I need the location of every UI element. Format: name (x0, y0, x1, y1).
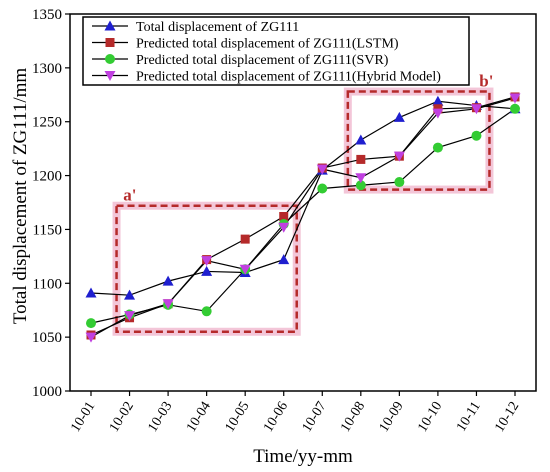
x-tick-label: 10-11 (454, 399, 484, 434)
series-3-point (85, 332, 97, 343)
annotation-label: a' (123, 186, 136, 205)
series-0-point (355, 134, 367, 145)
series-3-point (393, 151, 405, 162)
series-2-point (471, 130, 482, 141)
series-3-point (124, 311, 136, 322)
series-1-point (279, 212, 289, 222)
legend-label: Predicted total displacement of ZG111(LS… (136, 37, 399, 52)
series-1-point (240, 234, 250, 244)
series-3-point (316, 164, 328, 175)
series-3-point (239, 264, 251, 275)
series-3-point (162, 299, 174, 310)
series-2-point (394, 177, 405, 188)
series-3-point (278, 222, 290, 233)
x-tick-label: 10-03 (145, 399, 175, 435)
annotation-box (115, 204, 298, 334)
series-3-point (509, 93, 521, 104)
legend-label: Predicted total displacement of ZG111(Hy… (136, 70, 441, 85)
series-2-point (510, 103, 520, 114)
x-tick-label: 10-01 (68, 399, 98, 435)
x-tick-label: 10-09 (377, 399, 407, 435)
series-0-point (432, 95, 444, 106)
legend-marker (104, 20, 116, 31)
x-tick-label: 10-08 (338, 399, 368, 435)
series-0-point (162, 275, 174, 286)
y-tick-label: 1200 (32, 169, 62, 185)
series-0-point (278, 254, 290, 265)
legend-label: Predicted total displacement of ZG111(SV… (136, 53, 389, 68)
legend-marker (105, 54, 115, 64)
y-tick-label: 1150 (33, 222, 62, 238)
x-axis-label: Time/yy-mm (253, 446, 353, 467)
series-0-point (124, 289, 136, 300)
series-3-point (201, 256, 213, 267)
series-lines-layer (90, 96, 516, 338)
plot-frame (69, 13, 537, 392)
series-3-point (470, 104, 482, 115)
series-3-point (432, 108, 444, 119)
legend-label: Total displacement of ZG111 (136, 20, 299, 35)
y-tick-label: 1350 (32, 7, 62, 23)
series-3-point (355, 173, 367, 184)
series-0-point (201, 265, 213, 276)
x-tick-label: 10-06 (261, 399, 291, 435)
annotation-layer: a' b' (112, 72, 494, 336)
x-tick-label: 10-07 (300, 399, 330, 435)
series-2-point (86, 318, 96, 329)
x-tick-label: 10-05 (223, 399, 253, 435)
y-tick-label: 1050 (32, 330, 62, 346)
x-tick-label: 10-12 (492, 399, 522, 435)
series-line-0 (90, 100, 516, 296)
x-tick-label: 10-02 (107, 399, 137, 435)
axes-layer (65, 13, 537, 396)
series-2-point (317, 183, 328, 194)
annotation-glow (343, 87, 494, 194)
series-0-point (85, 287, 97, 298)
series-line-2 (90, 108, 516, 324)
legend-marker (104, 71, 116, 81)
legend-marker (105, 38, 115, 47)
y-tick-label: 1100 (33, 276, 62, 292)
annotation-label: b' (479, 72, 493, 91)
series-line-3 (90, 97, 516, 338)
legend-box (82, 16, 470, 86)
y-tick-label: 1300 (32, 61, 62, 77)
y-tick-label: 1250 (32, 115, 62, 131)
y-axis-label: Total displacement of ZG111/mm (10, 68, 31, 325)
annotation-box (346, 90, 491, 191)
series-0-point (393, 111, 405, 122)
series-2-point (355, 180, 366, 191)
series-1-point (356, 154, 366, 164)
y-tick-label: 1000 (32, 384, 62, 400)
x-tick-label: 10-10 (415, 399, 445, 435)
series-2-point (432, 142, 443, 153)
series-2-point (201, 306, 212, 317)
legend: Total displacement of ZG111 Predicted tot… (82, 16, 470, 86)
series-markers-layer (85, 92, 521, 343)
x-tick-label: 10-04 (184, 399, 214, 435)
